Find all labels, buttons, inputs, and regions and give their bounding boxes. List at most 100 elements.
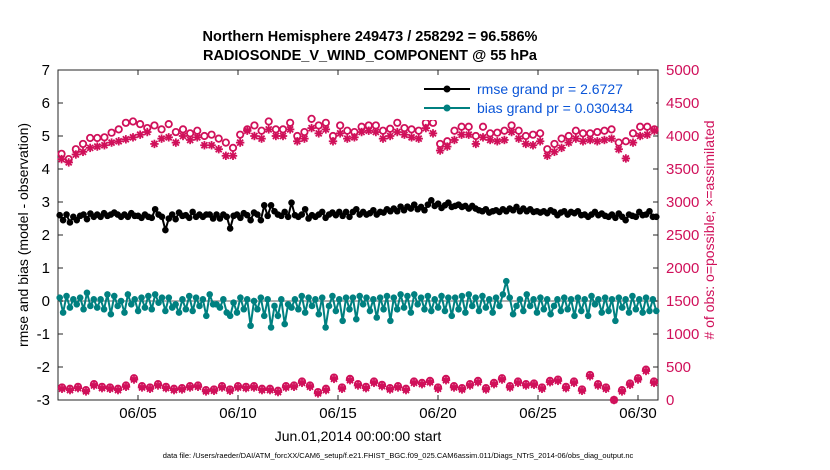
- bias-point: [260, 312, 268, 320]
- bias-point: [530, 296, 537, 303]
- bias-point: [243, 296, 251, 303]
- assimilated-obs-point: [137, 383, 147, 392]
- assimilated-obs-point: [417, 379, 427, 389]
- assimilated-obs-point: [114, 137, 123, 146]
- assimilated-obs-point: [273, 387, 283, 397]
- bias-point: [615, 294, 623, 302]
- bias-point: [462, 309, 469, 316]
- possible-obs-point: [264, 117, 273, 126]
- assimilated-obs-point: [329, 374, 339, 384]
- bias-point: [124, 291, 132, 298]
- bias-point: [554, 296, 561, 303]
- possible-obs-point: [307, 114, 316, 123]
- y-left-tick-label: -2: [37, 359, 50, 376]
- bias-point: [608, 296, 616, 303]
- bias-point: [390, 294, 398, 302]
- data-file-footnote: data file: /Users/raeder/DAI/ATM_forcXX/…: [163, 451, 634, 460]
- assimilated-obs-point: [553, 376, 563, 386]
- bias-point: [421, 305, 428, 313]
- chart-title-line2: RADIOSONDE_V_WIND_COMPONENT @ 55 hPa: [203, 48, 538, 64]
- assimilated-obs-point: [625, 380, 635, 390]
- assimilated-obs-point: [473, 377, 483, 387]
- assimilated-obs-point: [600, 135, 609, 145]
- rmse-point: [151, 205, 159, 213]
- assimilated-obs-point: [128, 133, 138, 142]
- rmse-point: [284, 213, 292, 221]
- series-layer: [56, 114, 660, 405]
- bias-point: [97, 296, 104, 303]
- assimilated-obs-point: [425, 377, 435, 387]
- bias-point: [277, 296, 285, 303]
- bias-point: [560, 294, 568, 302]
- rmse-point: [158, 213, 166, 221]
- assimilated-obs-point: [143, 127, 152, 137]
- bias-point: [162, 307, 169, 315]
- bias-point: [76, 294, 84, 302]
- bias-point: [335, 296, 343, 303]
- possible-obs-point: [157, 125, 166, 134]
- assimilated-obs-point: [335, 129, 345, 138]
- bias-point: [577, 307, 585, 315]
- y-left-tick-label: 3: [42, 194, 50, 211]
- assimilated-obs-point: [543, 151, 552, 160]
- rmse-point: [427, 197, 435, 204]
- bias-point: [458, 292, 466, 300]
- assimilated-obs-point: [401, 385, 411, 395]
- bias-point: [121, 309, 128, 316]
- assimilated-obs-point: [169, 385, 179, 395]
- bias-point: [513, 302, 520, 310]
- assimilated-obs-point: [121, 382, 131, 391]
- assimilated-obs-point: [129, 375, 139, 384]
- bias-point: [63, 292, 70, 300]
- bias-point: [380, 305, 387, 313]
- assimilated-obs-point: [250, 131, 259, 141]
- assimilated-obs-point: [217, 383, 227, 392]
- assimilated-obs-point: [161, 383, 171, 393]
- rmse-point: [243, 211, 251, 219]
- assimilated-obs-point: [157, 134, 166, 143]
- assimilated-obs-point: [297, 378, 307, 388]
- assimilated-obs-point: [585, 135, 595, 145]
- assimilated-obs-point: [228, 151, 238, 160]
- rmse-point: [301, 205, 309, 213]
- bias-point: [424, 292, 432, 300]
- bias-point: [547, 310, 554, 318]
- bias-point: [625, 309, 633, 316]
- assimilated-obs-point: [200, 141, 209, 150]
- assimilated-obs-point: [385, 385, 395, 394]
- x-axis: 06/05 06/10 06/15 06/20 06/25 06/30: [119, 70, 657, 422]
- rmse-point: [652, 213, 660, 221]
- possible-obs-point: [500, 126, 509, 135]
- y-left-tick-label: -3: [37, 392, 50, 409]
- assimilated-obs-point: [153, 381, 163, 390]
- bias-point: [438, 292, 445, 300]
- assimilated-obs-point: [457, 130, 466, 139]
- bias-point: [397, 291, 404, 298]
- assimilated-obs-point: [281, 383, 291, 392]
- assimilated-obs-point: [535, 137, 545, 146]
- assimilated-obs-point: [337, 384, 347, 393]
- rmse-point: [237, 214, 244, 222]
- rmse-point: [59, 216, 67, 224]
- rmse-point: [247, 216, 254, 224]
- bias-point: [346, 305, 353, 313]
- assimilated-obs-point: [407, 133, 416, 142]
- assimilated-obs-point: [285, 125, 295, 134]
- y-right-tick-label: 500: [666, 359, 691, 376]
- bias-point: [172, 301, 179, 308]
- rmse-point: [172, 215, 179, 223]
- possible-obs-point: [171, 127, 180, 137]
- y-right-tick-label: 4000: [666, 128, 699, 145]
- assimilated-obs-point: [235, 138, 245, 147]
- bias-point: [288, 304, 295, 311]
- legend-box: [420, 76, 656, 120]
- assimilated-obs-point: [514, 134, 523, 143]
- assimilated-obs-point: [225, 386, 235, 395]
- bias-point: [601, 294, 609, 302]
- bias-point: [649, 296, 657, 303]
- assimilated-obs-point: [400, 130, 409, 139]
- x-tick-label: 06/20: [419, 405, 457, 422]
- bias-point: [70, 296, 77, 303]
- bias-point: [612, 317, 619, 325]
- y-right-tick-label: 3000: [666, 194, 699, 211]
